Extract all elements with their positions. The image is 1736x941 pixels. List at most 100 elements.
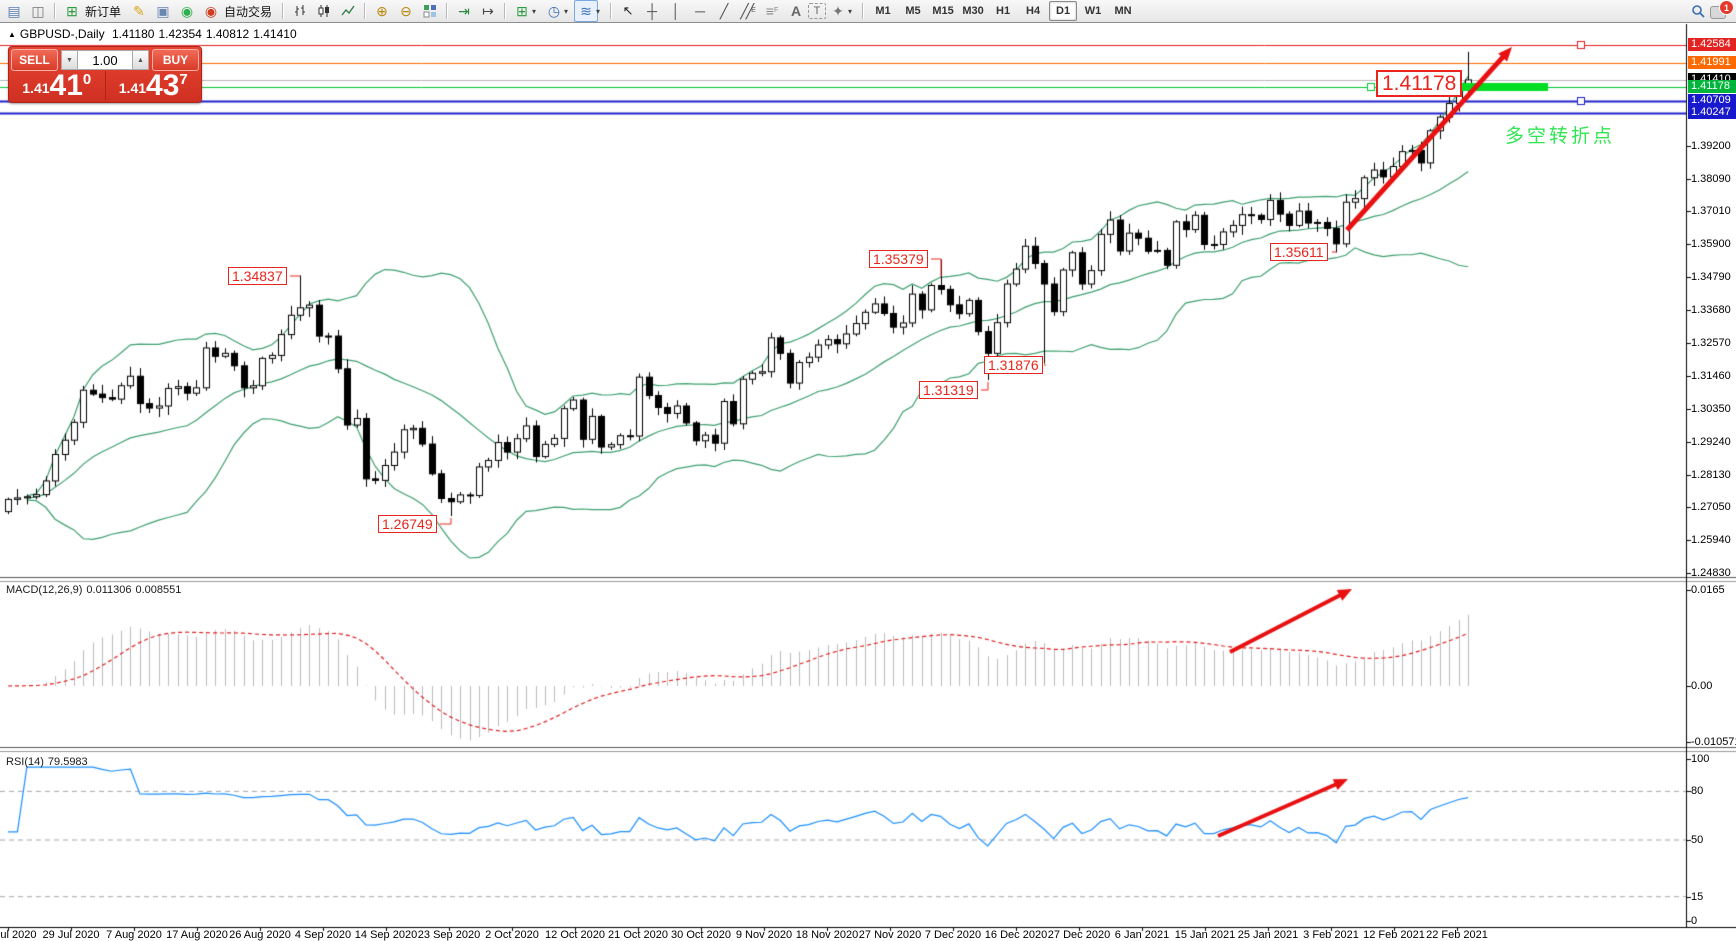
- sell-button[interactable]: SELL: [11, 49, 58, 71]
- price-tick: 1.27050: [1691, 501, 1731, 513]
- ohlc-open: 1.41180: [111, 27, 155, 41]
- sell-price[interactable]: 1.41 41 0: [9, 71, 105, 101]
- price-flag[interactable]: 1.35379: [869, 250, 928, 268]
- toolbar-separator: [282, 3, 285, 19]
- ohlc-low: 1.40812: [205, 27, 250, 41]
- timeframe-m5[interactable]: M5: [905, 5, 921, 17]
- volume-input[interactable]: 1.00: [78, 50, 132, 70]
- charts-bar-icon[interactable]: ▤: [7, 3, 21, 19]
- volume-down-button[interactable]: ▼: [61, 50, 78, 70]
- date-label: 6 Jan 2021: [1114, 929, 1170, 941]
- trendline-icon[interactable]: ╱: [719, 3, 729, 19]
- new-order-icon[interactable]: ⊞: [66, 3, 78, 19]
- tile-windows-icon[interactable]: [418, 0, 442, 22]
- crosshair-icon[interactable]: ┼: [647, 3, 657, 19]
- date-label: 18 Nov 2020: [795, 929, 859, 941]
- cursor-icon[interactable]: ↖: [622, 3, 634, 18]
- data-window-icon[interactable]: ◫: [31, 3, 45, 19]
- price-level-tag: 1.41991: [1688, 56, 1736, 69]
- notifications-icon[interactable]: 1: [1710, 0, 1734, 20]
- timeframe-w1[interactable]: W1: [1084, 5, 1102, 17]
- channel-icon[interactable]: ╱╱ E: [736, 0, 760, 22]
- indicators-dropdown-icon[interactable]: ▾: [596, 6, 601, 16]
- chart-shift-icon[interactable]: ↦: [482, 3, 494, 19]
- price-flag[interactable]: 1.34837: [228, 267, 287, 285]
- macd-indicator-label: MACD(12,26,9) 0.011306 0.008551: [6, 584, 185, 596]
- new-order-button[interactable]: 新订单: [85, 4, 122, 19]
- timeframe-h1[interactable]: H1: [996, 5, 1011, 17]
- date-label: 29 Jul 2020: [42, 929, 100, 941]
- profiles-clock-icon[interactable]: ◷: [547, 3, 561, 19]
- profiles-dropdown-icon[interactable]: ▾: [564, 6, 569, 16]
- price-tick: 1.38090: [1691, 173, 1731, 185]
- zoom-out-icon[interactable]: ⊖: [400, 3, 412, 19]
- timeframe-m1[interactable]: M1: [875, 5, 891, 17]
- date-label: 9 Nov 2020: [735, 929, 793, 941]
- fibonacci-icon[interactable]: ≡ F: [760, 0, 784, 22]
- macd-name: MACD(12,26,9): [6, 584, 83, 596]
- indicators-icon[interactable]: ≋: [574, 0, 599, 22]
- buy-price-small: 1.41: [118, 80, 147, 96]
- price-flag[interactable]: 1.31876: [984, 356, 1043, 374]
- date-label: 4 Sep 2020: [294, 929, 352, 941]
- price-flag[interactable]: 1.35611: [1270, 243, 1328, 261]
- price-flag[interactable]: 1.31319: [919, 381, 978, 399]
- date-label: 16 Dec 2020: [984, 929, 1048, 941]
- buy-price[interactable]: 1.41 43 7: [106, 71, 202, 101]
- price-tick: 1.29240: [1691, 436, 1731, 448]
- bar-chart-icon[interactable]: [288, 0, 312, 22]
- horizontal-line-icon[interactable]: ─: [695, 3, 705, 19]
- auto-trading-button[interactable]: 自动交易: [224, 4, 273, 19]
- chart-window-title: ▲ GBPUSD-,Daily 1.41180 1.42354 1.40812 1.41…: [8, 27, 301, 41]
- price-level-tag: 1.42584: [1688, 38, 1736, 51]
- date-label: 15 Jan 2021: [1174, 929, 1236, 941]
- symbol-period-label: GBPUSD-,Daily: [19, 27, 105, 41]
- date-label: 14 Sep 2020: [354, 929, 418, 941]
- date-label: 3 Feb 2021: [1303, 929, 1359, 941]
- expert-advisors-icon[interactable]: ▣: [156, 3, 170, 19]
- toolbar-separator: [54, 3, 56, 19]
- signals-icon[interactable]: ◉: [180, 3, 194, 19]
- breakout-price-label[interactable]: 1.41178: [1376, 70, 1463, 97]
- ohlc-close: 1.41410: [253, 27, 297, 41]
- line-chart-icon[interactable]: [336, 0, 360, 22]
- toolbar-separator: [610, 3, 613, 19]
- toolbar-separator: [862, 3, 865, 19]
- search-icon[interactable]: [1686, 0, 1710, 22]
- rsi-indicator-label: RSI(14) 79.5983: [6, 756, 92, 768]
- volume-up-button[interactable]: ▲: [132, 50, 149, 70]
- candlestick-icon[interactable]: [312, 0, 336, 22]
- price-level-tag: 1.40247: [1688, 106, 1736, 119]
- auto-trading-icon[interactable]: ◉: [204, 3, 218, 19]
- chinese-annotation[interactable]: 多空转折点: [1505, 126, 1616, 147]
- date-label: 12 Oct 2020: [545, 929, 605, 941]
- timeframe-mn[interactable]: MN: [1114, 5, 1132, 17]
- crayon-icon[interactable]: ✎: [133, 3, 145, 19]
- new-chart-dropdown-icon[interactable]: ▾: [532, 6, 537, 16]
- price-tick: 1.33680: [1691, 304, 1731, 316]
- price-flag[interactable]: 1.26749: [378, 515, 437, 533]
- zoom-in-icon[interactable]: ⊕: [376, 3, 388, 19]
- price-level-tag: 1.40709: [1688, 94, 1736, 107]
- macd-tick: 0.00: [1691, 680, 1713, 692]
- shapes-dropdown-icon[interactable]: ▾: [848, 6, 853, 16]
- date-label: 25 Jan 2021: [1237, 929, 1299, 941]
- date-label: 7 Aug 2020: [106, 929, 162, 941]
- fibo-sub: F: [773, 7, 779, 14]
- text-tool-icon[interactable]: A: [790, 3, 802, 19]
- label-tool-icon[interactable]: T: [808, 3, 827, 19]
- date-label: 22 Feb 2021: [1426, 929, 1488, 941]
- collapse-triangle-icon[interactable]: ▲: [8, 30, 16, 39]
- rsi-tick: 0: [1691, 915, 1698, 927]
- auto-scroll-icon[interactable]: ⇥: [458, 3, 470, 19]
- timeframe-h4[interactable]: H4: [1026, 5, 1041, 17]
- timeframe-d1[interactable]: D1: [1049, 1, 1078, 21]
- new-chart-icon[interactable]: ⊞: [516, 3, 528, 19]
- chart-canvas[interactable]: [0, 23, 1736, 940]
- buy-button[interactable]: BUY: [152, 49, 199, 71]
- vertical-line-icon[interactable]: │: [671, 3, 681, 19]
- main-toolbar: ▤ ◫ ⊞ 新订单 ✎ ▣ ◉ ◉ 自动交易 ⊕ ⊖ ⇥ ↦ ⊞ ▾ ◷ ▾ ≋…: [0, 0, 1736, 23]
- shapes-icon[interactable]: ✦: [832, 3, 844, 19]
- timeframe-m15[interactable]: M15: [932, 5, 954, 17]
- timeframe-m30[interactable]: M30: [962, 5, 984, 17]
